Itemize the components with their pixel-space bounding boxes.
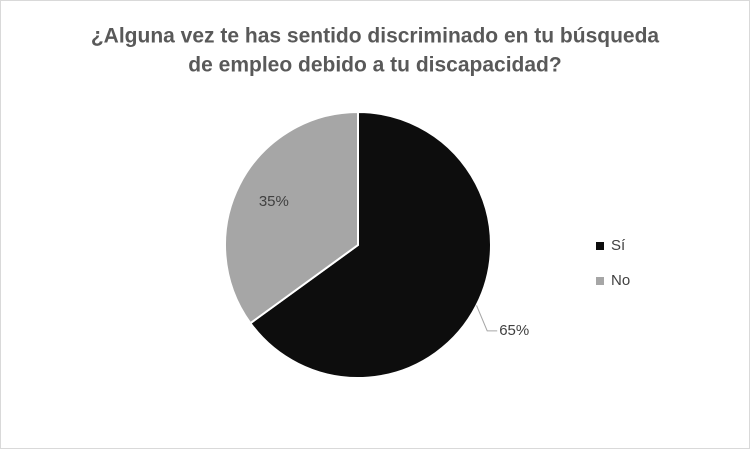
chart-title: ¿Alguna vez te has sentido discriminado … bbox=[91, 25, 660, 48]
data-label: 35% bbox=[259, 193, 289, 210]
legend-label: Sí bbox=[611, 237, 626, 254]
legend-label: No bbox=[611, 272, 630, 289]
data-label: 65% bbox=[499, 322, 529, 339]
legend-marker bbox=[596, 242, 604, 250]
pie-slice bbox=[224, 110, 359, 325]
legend-marker bbox=[596, 277, 604, 285]
leader-line bbox=[476, 305, 498, 332]
pie-slice bbox=[249, 110, 492, 379]
chart-title: de empleo debido a tu discapacidad? bbox=[188, 54, 561, 77]
